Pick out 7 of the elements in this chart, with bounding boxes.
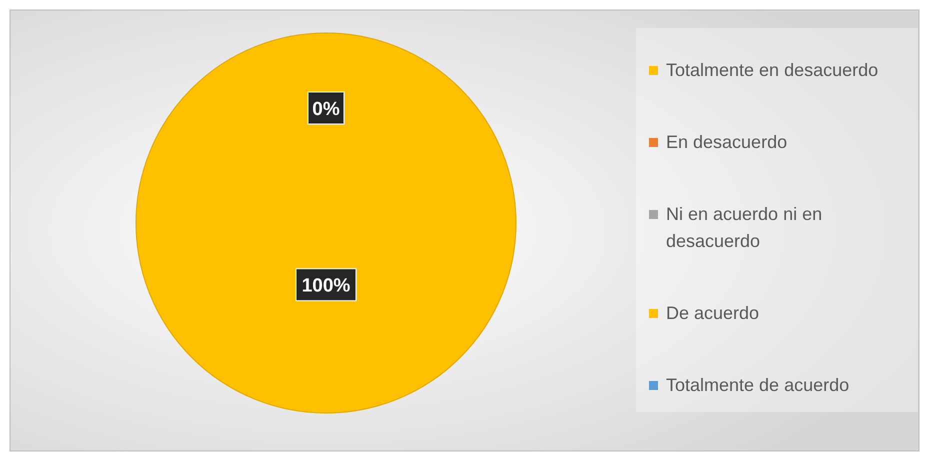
legend-label: En desacuerdo [666, 132, 788, 152]
legend-label: Totalmente de acuerdo [666, 375, 850, 395]
data-label: 100% [302, 276, 350, 297]
slice-label: De acuerdo [666, 303, 760, 323]
legend-label: Ni en acuerdo ni en desacuerdo [666, 204, 822, 251]
text: 0% [312, 99, 340, 120]
legend-label: Totalmente en desacuerdo [666, 60, 878, 80]
